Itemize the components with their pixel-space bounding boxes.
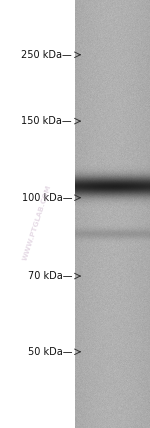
Text: WWW.PTGLAB.COM: WWW.PTGLAB.COM: [22, 184, 53, 261]
Text: 150 kDa—: 150 kDa—: [21, 116, 72, 126]
Text: 70 kDa—: 70 kDa—: [27, 271, 72, 281]
Text: 50 kDa—: 50 kDa—: [27, 347, 72, 357]
Text: 100 kDa—: 100 kDa—: [21, 193, 72, 203]
Text: 250 kDa—: 250 kDa—: [21, 50, 72, 60]
